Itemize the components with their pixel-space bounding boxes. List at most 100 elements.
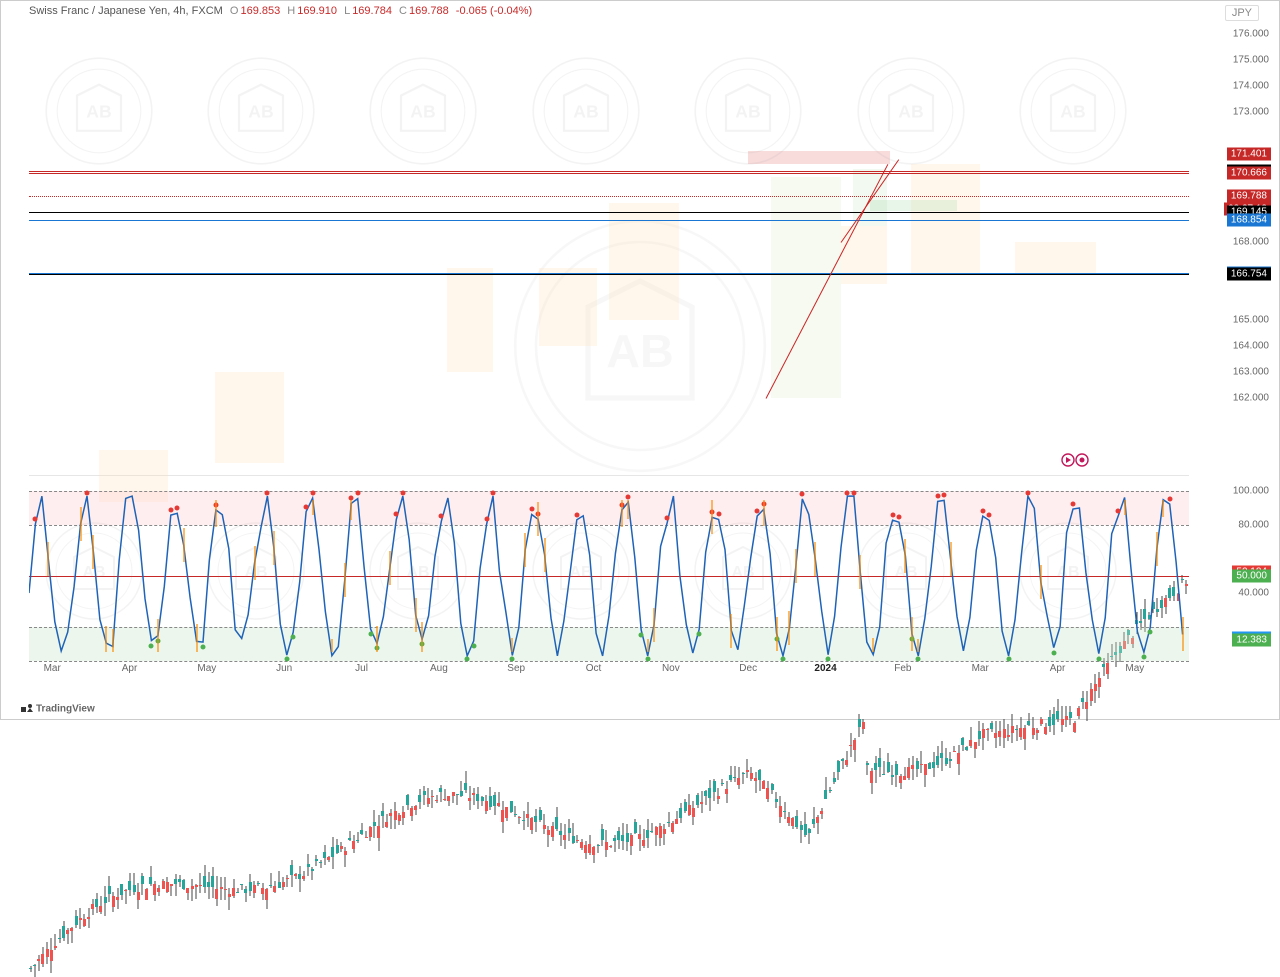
price-tick: 168.000	[1233, 237, 1269, 248]
oscillator-tick: 100.000	[1233, 486, 1269, 497]
oscillator-peak-dot	[33, 516, 38, 521]
oscillator-trough-dot	[645, 657, 650, 662]
oscillator-bar	[711, 500, 713, 534]
go-to-realtime-icon[interactable]	[1061, 453, 1089, 467]
oscillator-bar	[917, 639, 919, 653]
oscillator-bar	[621, 500, 623, 527]
price-flag: 170.666	[1227, 166, 1271, 179]
time-tick: Mar	[44, 663, 61, 674]
price-axis[interactable]: 176.000175.000174.000173.000168.000165.0…	[1191, 21, 1275, 476]
oscillator-bar	[911, 617, 913, 651]
oscillator-peak-dot	[665, 516, 670, 521]
oscillator-peak-dot	[755, 508, 760, 513]
oscillator-tick: 80.000	[1238, 520, 1269, 531]
price-tick: 173.000	[1233, 107, 1269, 118]
oscillator-trough-dot	[201, 645, 206, 650]
oscillator-peak-dot	[310, 490, 315, 495]
oscillator-trough-dot	[1006, 657, 1011, 662]
oscillator-bar	[389, 551, 391, 585]
oscillator-bar	[859, 555, 861, 589]
ohlc-close: 169.788	[399, 5, 449, 17]
oscillator-bar	[872, 638, 874, 653]
oscillator-peak-dot	[265, 490, 270, 495]
oscillator-bar	[344, 563, 346, 597]
oscillator-bar	[544, 538, 546, 572]
oscillator-bar	[112, 629, 114, 652]
oscillator-peak-dot	[1116, 509, 1121, 514]
oscillator-peak-dot	[890, 513, 895, 518]
oscillator-trough-dot	[471, 643, 476, 648]
oscillator-peak-dot	[1167, 497, 1172, 502]
oscillator-bar	[350, 500, 352, 521]
oscillator-peak-dot	[980, 509, 985, 514]
oscillator-bar	[157, 619, 159, 653]
oscillator-bar	[627, 500, 629, 520]
oscillator-bar	[376, 626, 378, 652]
oscillator-bar	[1182, 617, 1184, 651]
oscillator-panel[interactable]: ABABABABABABAB	[29, 491, 1189, 661]
oscillator-bar	[904, 539, 906, 573]
time-tick: Apr	[1050, 663, 1066, 674]
quote-currency-button[interactable]: JPY	[1225, 5, 1259, 21]
time-tick: Dec	[739, 663, 757, 674]
oscillator-bar	[511, 638, 513, 652]
oscillator-bar	[183, 528, 185, 562]
oscillator-peak-dot	[439, 513, 444, 518]
oscillator-bar	[788, 611, 790, 645]
price-tick: 165.000	[1233, 315, 1269, 326]
oscillator-peak-dot	[1025, 490, 1030, 495]
oscillator-bar	[105, 626, 107, 652]
oscillator-level-line	[29, 661, 1189, 662]
price-flag: 166.754	[1227, 268, 1271, 281]
oscillator-peak-dot	[304, 504, 309, 509]
oscillator-peak-dot	[574, 512, 579, 517]
oscillator-bar	[1156, 532, 1158, 566]
price-flag: 168.854	[1227, 213, 1271, 226]
oscillator-bar	[1040, 565, 1042, 599]
oscillator-bar	[1162, 500, 1164, 517]
oscillator-trough-dot	[465, 657, 470, 662]
oscillator-tick: 40.000	[1238, 588, 1269, 599]
time-tick: May	[1125, 663, 1144, 674]
time-tick: Jul	[355, 663, 368, 674]
ohlc-low: 169.784	[344, 5, 392, 17]
oscillator-peak-dot	[484, 517, 489, 522]
ohlc-change: -0.065 (-0.04%)	[456, 5, 532, 17]
oscillator-bar	[331, 639, 333, 653]
oscillator-peak-dot	[987, 513, 992, 518]
oscillator-bar	[776, 617, 778, 651]
oscillator-peak-dot	[897, 515, 902, 520]
oscillator-bar	[814, 542, 816, 576]
oscillator-peak-dot	[851, 490, 856, 495]
oscillator-peak-dot	[716, 512, 721, 517]
oscillator-bar	[653, 608, 655, 642]
oscillator-bar	[254, 546, 256, 580]
tradingview-logo: TradingView	[21, 703, 95, 715]
time-tick: Mar	[972, 663, 989, 674]
oscillator-bar	[215, 500, 217, 527]
price-chart-panel[interactable]: ABABABABABABAB	[29, 21, 1189, 476]
price-tick: 162.000	[1233, 393, 1269, 404]
oscillator-bar	[196, 624, 198, 652]
oscillator-trough-dot	[826, 657, 831, 662]
oscillator-trough-dot	[916, 657, 921, 662]
oscillator-peak-dot	[85, 490, 90, 495]
time-axis[interactable]: MarAprMayJunJulAugSepOctNovDec2024FebMar…	[29, 663, 1189, 683]
oscillator-bar	[950, 542, 952, 576]
oscillator-trough-dot	[291, 635, 296, 640]
oscillator-peak-dot	[935, 494, 940, 499]
price-tick: 163.000	[1233, 367, 1269, 378]
oscillator-trough-dot	[1141, 655, 1146, 660]
time-tick: Apr	[122, 663, 138, 674]
oscillator-trough-dot	[1051, 650, 1056, 655]
oscillator-peak-dot	[845, 490, 850, 495]
oscillator-trough-dot	[781, 657, 786, 662]
oscillator-peak-dot	[800, 491, 805, 496]
time-tick: Oct	[586, 663, 602, 674]
oscillator-axis[interactable]: 100.00080.00040.00052.18450.00013.27012.…	[1191, 491, 1275, 661]
chart-header: Swiss Franc / Japanese Yen, 4h, FXCM 169…	[29, 5, 536, 17]
oscillator-peak-dot	[355, 491, 360, 496]
oscillator-bar	[312, 500, 314, 516]
time-tick: Aug	[430, 663, 448, 674]
time-tick: May	[197, 663, 216, 674]
